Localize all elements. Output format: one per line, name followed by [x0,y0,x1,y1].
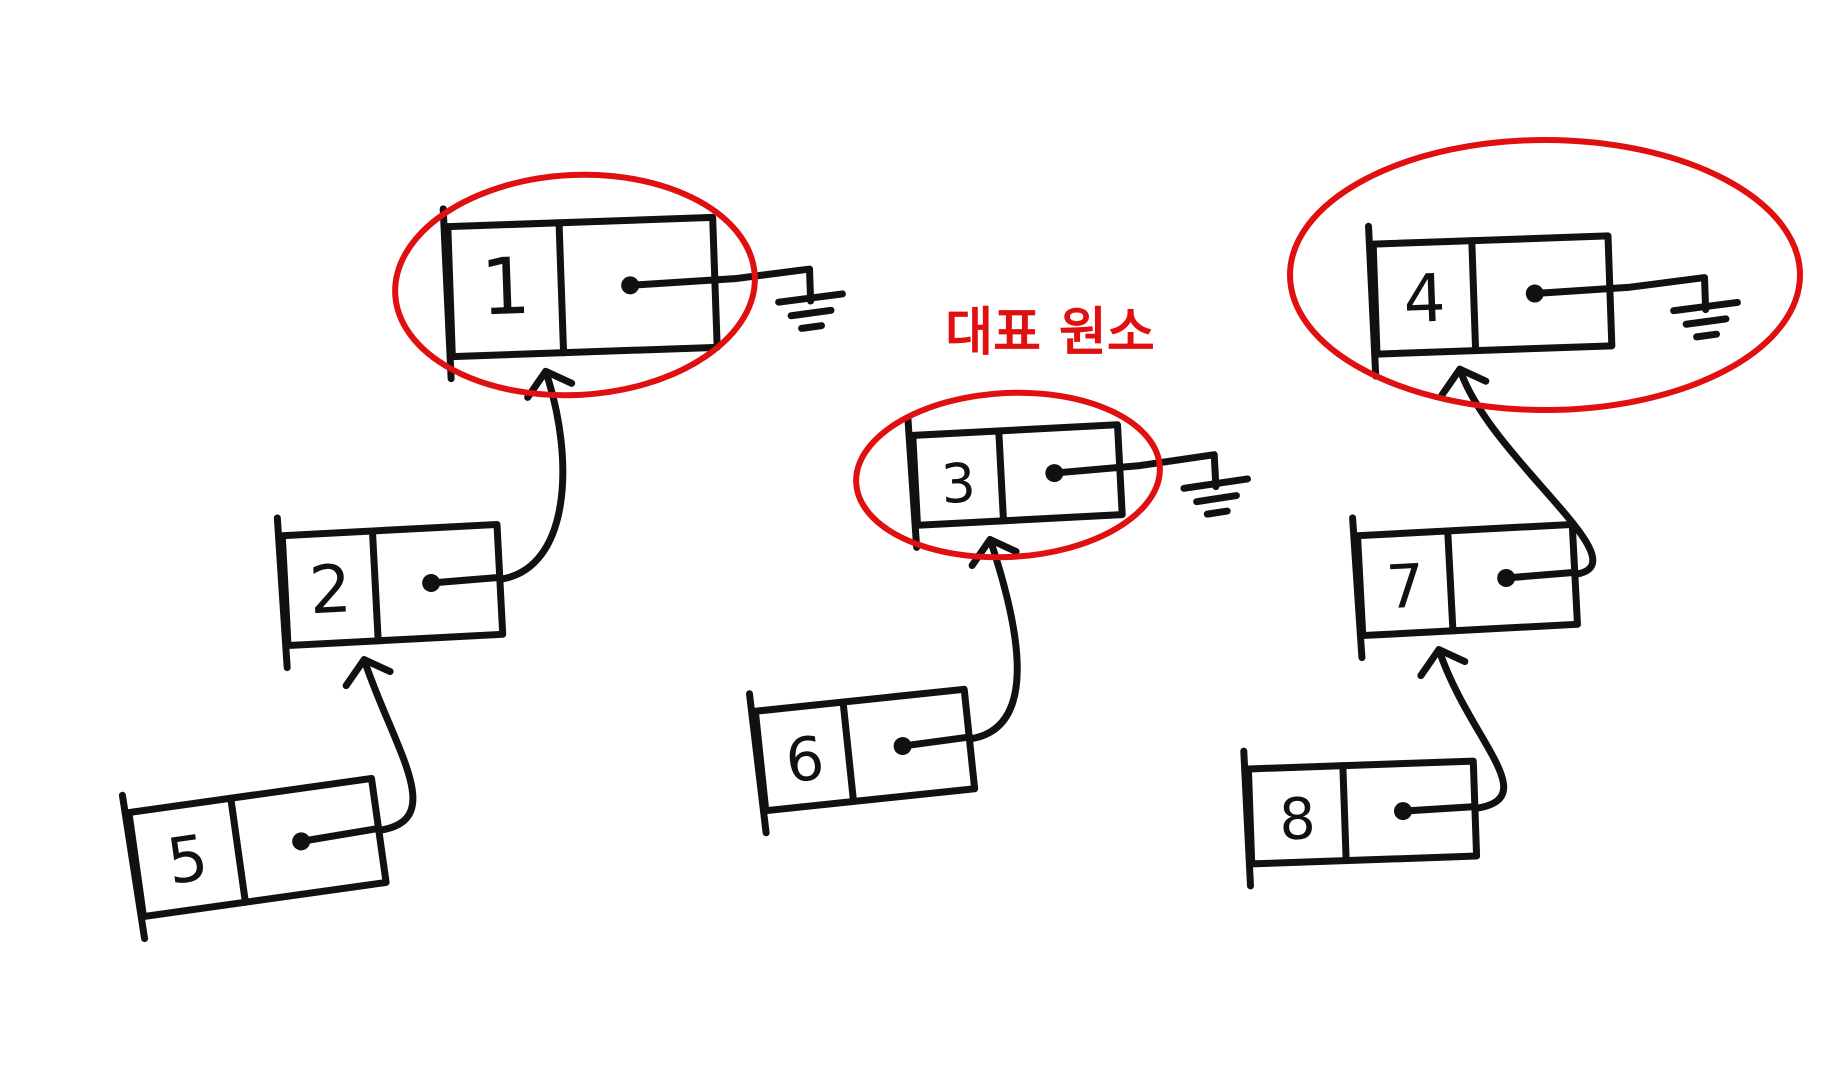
node-value: 7 [1385,551,1427,623]
node-7: 7 [1349,514,1581,662]
node-divider [1444,527,1457,635]
node-value: 8 [1278,786,1317,853]
pointer-line [1399,803,1479,815]
parent-arrow [360,656,417,834]
node-left-stroke [1240,747,1254,890]
node-value: 2 [307,550,353,629]
node-value: 4 [1402,260,1447,338]
node-3: 3 [904,414,1252,551]
node-4: 4 [1365,222,1741,380]
null-pointer-line [1531,274,1710,314]
representative-highlight-circle [853,389,1163,561]
parent-arrow [1435,646,1508,813]
ground-icon [787,306,835,320]
node-divider [227,794,249,906]
node-value: 1 [479,242,532,334]
null-pointer-line [626,265,815,305]
ground-icon [1682,315,1730,328]
node-left-stroke [745,690,770,837]
node-left-stroke [904,414,921,551]
node-divider [1339,762,1350,865]
pointer-line [1502,568,1579,582]
node-8: 8 [1240,747,1481,890]
ground-icon [1193,492,1240,506]
node-divider [1468,237,1480,355]
node-divider [839,698,858,805]
pointer-line [297,824,383,845]
pointer-line [899,733,973,750]
representative-highlight-circle [1287,137,1803,413]
node-divider [555,219,568,357]
node-left-stroke [1349,514,1366,662]
node-2: 2 [273,514,507,672]
node-left-stroke [273,514,291,672]
null-pointer-line [1050,451,1220,491]
pointer-line [427,573,504,587]
parent-arrow [965,536,1021,743]
node-5: 5 [118,774,390,943]
ground-icon [1203,507,1231,518]
arrowhead-icon [1417,646,1469,680]
parent-arrow [496,367,567,583]
arrowhead-icon [524,367,576,401]
node-value: 5 [163,821,213,899]
node-1: 1 [439,205,846,383]
representative-highlight-circle [392,171,758,399]
node-6: 6 [745,685,979,837]
node-divider [995,427,1007,525]
node-divider [368,527,382,645]
node-value: 3 [940,451,978,516]
ground-icon [1180,475,1252,492]
ground-icon [798,322,825,332]
nodes-layer: 1 2 5 3 6 4 7 8 [118,205,1741,943]
arrowhead-icon [342,656,394,690]
ground-icon [1670,298,1741,315]
node-value: 6 [782,724,827,798]
node-left-stroke [118,791,149,943]
node-left-stroke [439,205,455,383]
representative-element-label: 대표 원소 [945,303,1154,363]
highlight-layer [392,137,1803,561]
node-left-stroke [1365,222,1380,380]
ground-icon [775,290,846,306]
arrowhead-icon [1438,365,1490,399]
ground-icon [1693,330,1721,341]
